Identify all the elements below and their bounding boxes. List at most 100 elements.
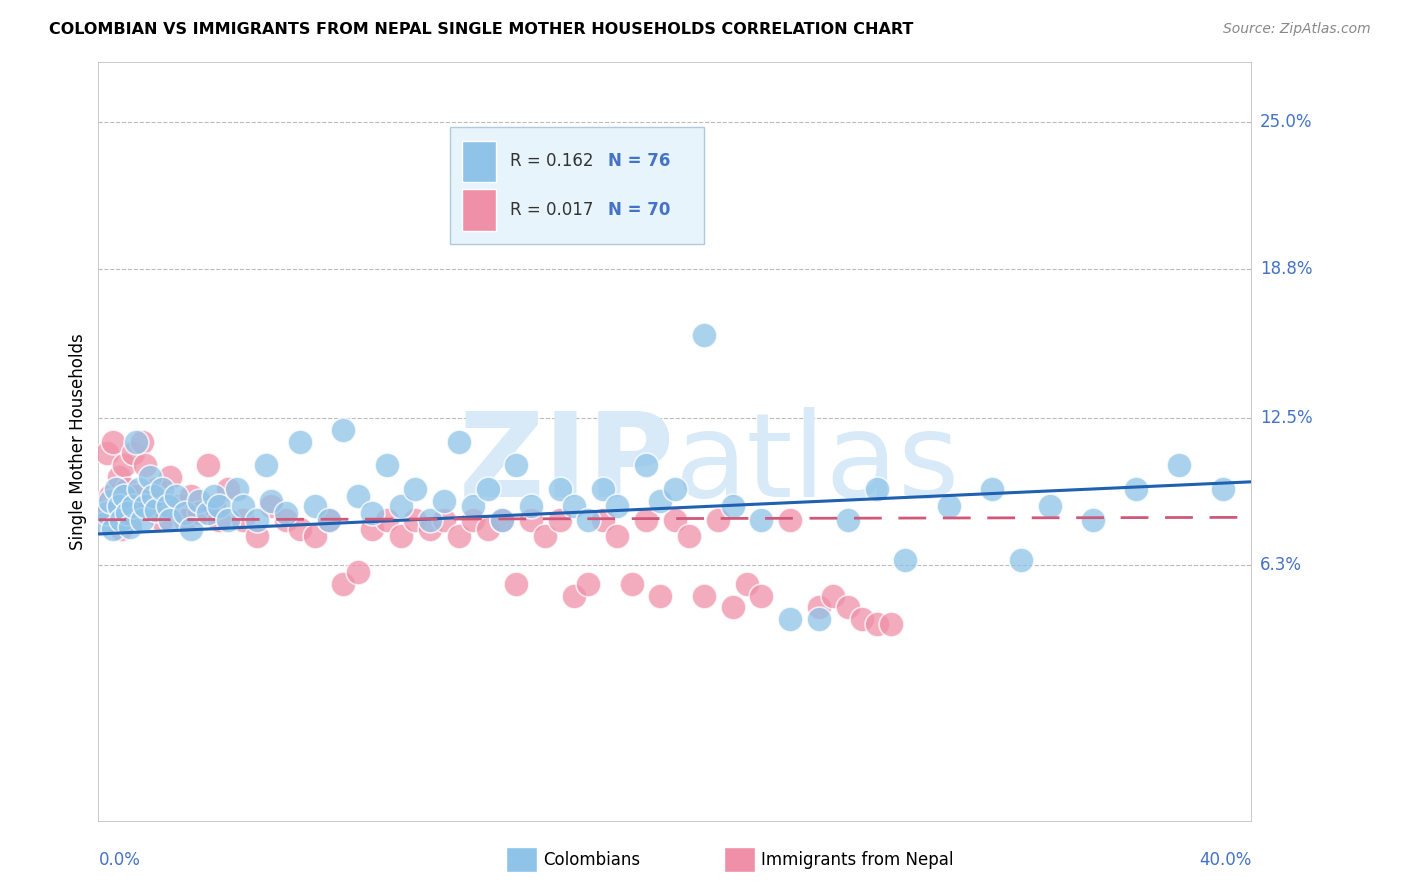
Point	[447, 529, 470, 543]
Point	[145, 503, 167, 517]
Point	[208, 499, 231, 513]
Point	[375, 458, 398, 473]
Point	[318, 513, 340, 527]
Point	[202, 489, 225, 503]
Point	[405, 513, 427, 527]
Point	[779, 612, 801, 626]
Point	[851, 612, 873, 626]
Point	[707, 513, 730, 527]
Point	[112, 458, 135, 473]
Point	[104, 499, 127, 513]
Text: 6.3%: 6.3%	[1260, 556, 1302, 574]
Point	[1039, 499, 1062, 513]
Point	[101, 522, 124, 536]
Point	[274, 513, 297, 527]
Point	[375, 513, 398, 527]
Point	[231, 499, 254, 513]
Point	[117, 482, 139, 496]
Text: atlas: atlas	[675, 407, 960, 522]
Point	[197, 458, 219, 473]
Point	[180, 489, 202, 503]
Point	[693, 589, 716, 603]
Text: N = 76: N = 76	[607, 153, 671, 170]
Point	[405, 482, 427, 496]
Text: 40.0%: 40.0%	[1199, 851, 1251, 869]
Point	[246, 529, 269, 543]
Point	[101, 434, 124, 449]
Point	[217, 513, 239, 527]
Point	[125, 434, 148, 449]
Point	[1168, 458, 1191, 473]
Point	[225, 482, 247, 496]
Point	[721, 600, 744, 615]
Point	[167, 499, 190, 513]
Text: Source: ZipAtlas.com: Source: ZipAtlas.com	[1223, 22, 1371, 37]
Point	[636, 513, 658, 527]
Point	[131, 434, 153, 449]
Point	[592, 482, 614, 496]
Point	[361, 506, 384, 520]
Point	[837, 600, 859, 615]
Point	[578, 576, 600, 591]
Point	[1212, 482, 1234, 496]
Point	[156, 499, 179, 513]
Point	[112, 489, 135, 503]
Point	[254, 458, 277, 473]
Point	[678, 529, 700, 543]
Point	[260, 493, 283, 508]
Point	[107, 470, 129, 484]
Point	[98, 489, 121, 503]
Point	[246, 513, 269, 527]
Text: R = 0.162: R = 0.162	[510, 153, 593, 170]
Point	[866, 617, 889, 632]
Point	[389, 529, 412, 543]
Point	[93, 506, 115, 520]
Point	[664, 513, 686, 527]
Point	[274, 506, 297, 520]
Point	[107, 499, 129, 513]
Point	[128, 482, 150, 496]
Point	[98, 493, 121, 508]
Point	[96, 506, 118, 520]
Point	[122, 446, 145, 460]
Text: Colombians: Colombians	[543, 851, 640, 869]
Point	[389, 499, 412, 513]
Point	[866, 482, 889, 496]
Point	[139, 499, 162, 513]
Point	[131, 513, 153, 527]
Point	[636, 458, 658, 473]
Text: Immigrants from Nepal: Immigrants from Nepal	[761, 851, 953, 869]
Point	[110, 522, 132, 536]
Point	[122, 499, 145, 513]
Point	[520, 513, 543, 527]
Point	[142, 489, 165, 503]
FancyBboxPatch shape	[461, 141, 496, 182]
Point	[491, 513, 513, 527]
FancyBboxPatch shape	[461, 189, 496, 231]
Point	[150, 513, 173, 527]
Point	[562, 499, 585, 513]
Text: 18.8%: 18.8%	[1260, 260, 1312, 277]
Point	[491, 513, 513, 527]
Point	[735, 576, 758, 591]
Point	[779, 513, 801, 527]
Point	[650, 493, 672, 508]
Point	[562, 589, 585, 603]
Y-axis label: Single Mother Households: Single Mother Households	[69, 334, 87, 549]
Point	[505, 458, 527, 473]
Point	[93, 517, 115, 532]
Point	[125, 489, 148, 503]
Point	[447, 434, 470, 449]
Point	[361, 522, 384, 536]
Point	[120, 520, 142, 534]
Point	[304, 499, 326, 513]
Point	[721, 499, 744, 513]
Point	[823, 589, 845, 603]
Point	[104, 482, 127, 496]
Point	[145, 482, 167, 496]
Point	[188, 506, 211, 520]
Point	[693, 327, 716, 342]
Point	[165, 489, 187, 503]
Point	[290, 434, 312, 449]
Point	[578, 513, 600, 527]
